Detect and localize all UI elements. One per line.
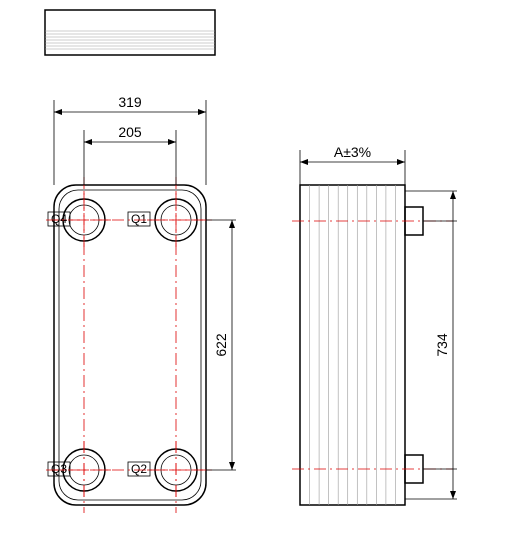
technical-drawing: Q1 Q2 Q3 Q4 319 205 622 A±3% 734 <box>0 0 505 544</box>
dim-port-y: 622 <box>213 333 229 357</box>
dim-width-overall: 319 <box>118 94 142 110</box>
port-q1-label: Q1 <box>131 212 147 226</box>
port-q4-label: Q4 <box>51 212 67 226</box>
port-q3-label: Q3 <box>51 462 67 476</box>
dim-height-overall: 734 <box>434 333 450 357</box>
dim-depth: A±3% <box>334 144 371 160</box>
port-q2-label: Q2 <box>131 462 147 476</box>
dim-port-x: 205 <box>118 124 142 140</box>
